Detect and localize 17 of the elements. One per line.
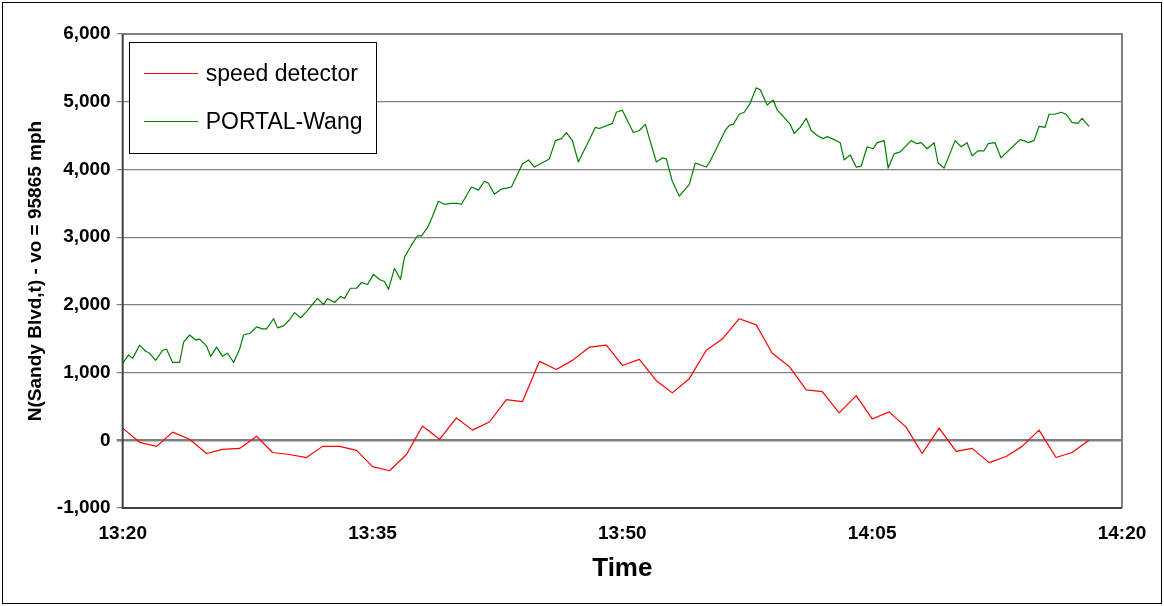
y-tick-label: 2,000: [63, 293, 111, 315]
x-tick-label: 13:20: [98, 521, 147, 543]
y-tick-label: -1,000: [56, 496, 111, 518]
y-tick-label: 0: [100, 428, 111, 450]
y-tick-label: 6,000: [63, 22, 111, 44]
y-tick-label: 1,000: [63, 360, 111, 382]
y-tick-label: 3,000: [63, 225, 111, 247]
x-tick-label: 13:50: [598, 521, 647, 543]
y-tick-label: 4,000: [63, 157, 111, 179]
y-tick-label: 5,000: [63, 89, 111, 111]
x-tick-label: 13:35: [348, 521, 398, 543]
legend-label: PORTAL-Wang: [205, 107, 363, 135]
x-tick-label: 14:20: [1097, 521, 1147, 543]
y-axis-title: N(Sandy Blvd,t) - vo = 95865 mph: [23, 120, 45, 422]
x-axis-title: Time: [592, 551, 653, 582]
legend-label: speed detector: [205, 59, 358, 87]
x-tick-label: 14:05: [847, 521, 897, 543]
